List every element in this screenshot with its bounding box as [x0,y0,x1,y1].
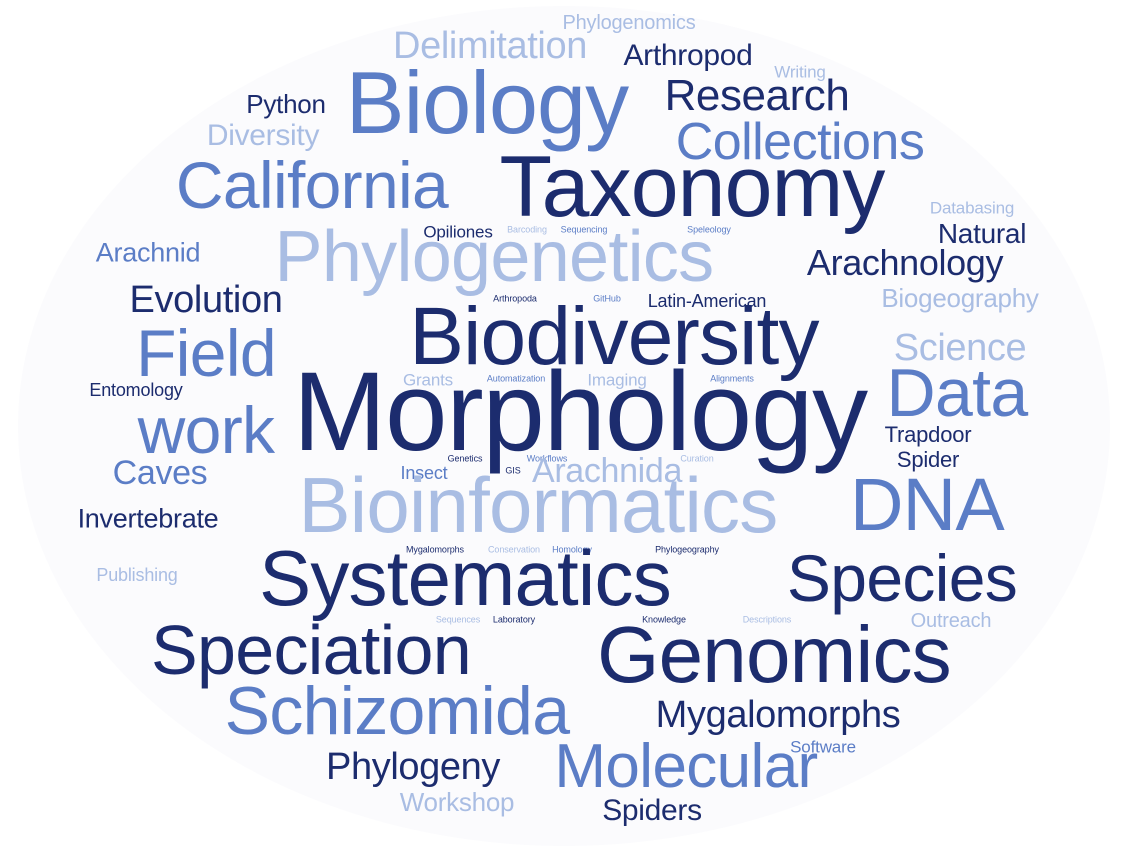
word-outreach: Outreach [910,610,992,632]
word-software: Software [790,737,856,757]
word-natural: Natural [937,218,1027,249]
word-california: California [175,148,449,222]
word-collections: Collections [675,113,925,171]
word-bioinformatics: Bioinformatics [298,461,779,549]
word-phylogenetics: Phylogenetics [274,217,715,297]
word-imaging: Imaging [587,370,647,390]
word-schizomida: Schizomida [224,673,570,749]
word-arachnology: Arachnology [806,242,1004,283]
word-conservation: Conservation [488,544,540,555]
word-phylogenomics: Phylogenomics [562,12,696,34]
word-science: Science [893,327,1027,369]
word-knowledge: Knowledge [642,614,686,625]
word-workshop: Workshop [399,787,515,817]
word-workflows: Workflows [526,453,568,464]
word-diversity: Diversity [206,119,320,152]
word-spider: Spider [896,447,960,472]
word-morphology: Morphology [292,349,868,474]
word-automatization: Automatization [486,373,546,384]
word-homology: Homology [552,544,592,555]
word-insect: Insect [400,463,448,483]
word-biogeography: Biogeography [881,283,1039,313]
word-invertebrate: Invertebrate [77,503,219,534]
word-gis: GIS [505,465,521,476]
word-sequences: Sequences [435,614,481,625]
word-python: Python [246,89,326,119]
word-caves: Caves [112,454,208,492]
word-writing: Writing [774,62,826,82]
cloud-backdrop [18,6,1110,846]
word-phylogeny: Phylogeny [325,746,501,788]
word-dna: DNA [849,463,1005,546]
word-laboratory: Laboratory [492,614,536,625]
word-arthropod: Arthropod [623,39,753,72]
word-systematics: Systematics [259,534,672,622]
word-opiliones: Opiliones [423,222,493,242]
word-spiders: Spiders [602,794,702,827]
word-arachnida: Arachnida [531,452,683,490]
word-field: Field [136,316,276,390]
word-evolution: Evolution [129,279,283,321]
word-descriptions: Descriptions [742,614,792,625]
word-genetics: Genetics [447,453,483,464]
word-species: Species [786,541,1018,615]
word-research: Research [664,71,850,120]
word-github: GitHub [593,293,621,304]
word-barcoding: Barcoding [507,224,547,235]
word-mygalomorphs: Mygalomorphs [655,694,901,736]
word-databasing: Databasing [929,198,1015,218]
word-work: work [137,393,275,467]
word-alignments: Alignments [710,373,754,384]
word-speciation: Speciation [151,611,472,689]
word-data: Data [886,355,1029,431]
word-taxonomy: Taxonomy [499,139,885,235]
word-sequencing: Sequencing [560,224,608,235]
word-delimitation: Delimitation [393,25,587,67]
word-latin-american: Latin-American [647,291,767,311]
word-entomology: Entomology [89,380,183,400]
word-speleology: Speleology [687,224,731,235]
word-biology: Biology [345,53,629,152]
word-curation: Curation [680,453,714,464]
word-arachnid: Arachnid [95,237,201,268]
word-molecular: Molecular [554,732,818,801]
word-trapdoor: Trapdoor [884,422,972,447]
word-publishing: Publishing [96,565,178,585]
word-grants: Grants [403,370,453,390]
word-phylogeography: Phylogeography [655,544,719,555]
word-arthropoda: Arthropoda [493,293,537,304]
word-mygalomorphs-small: Mygalomorphs [406,544,464,555]
word-biodiversity: Biodiversity [409,291,819,382]
word-genomics: Genomics [597,610,952,699]
